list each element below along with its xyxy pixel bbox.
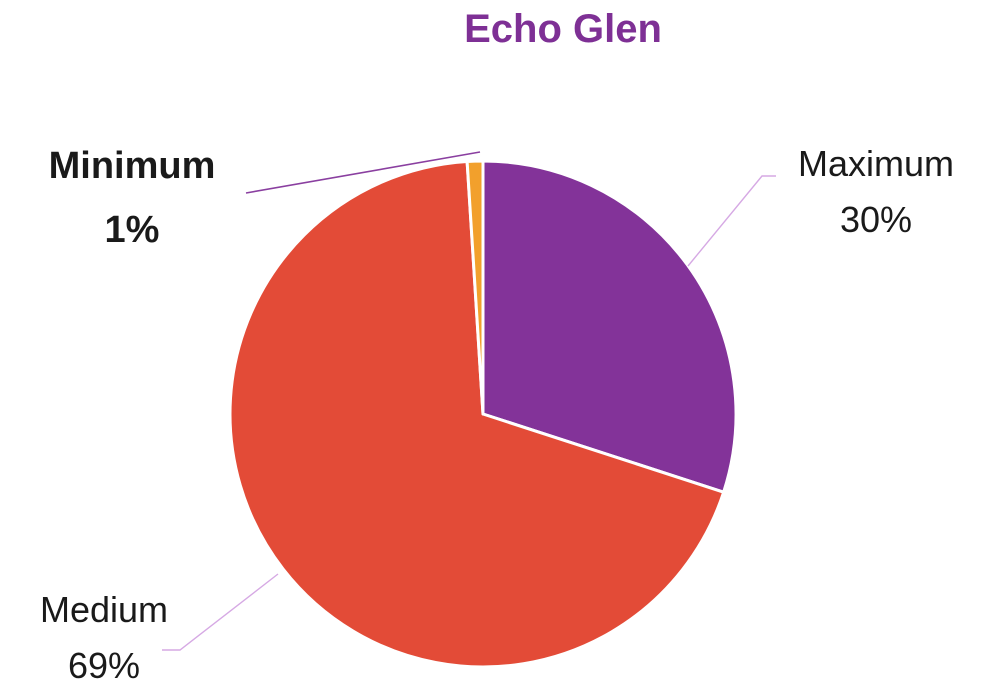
- pie-slice-minimum: [465, 159, 485, 416]
- leader-line-medium: [162, 573, 279, 651]
- leader-lines-layer: [162, 151, 776, 651]
- slices-layer: [228, 159, 738, 669]
- data-label-value-minimum: 1%: [105, 209, 160, 251]
- chart-title: Echo Glen: [464, 7, 662, 51]
- data-label-name-minimum: Minimum: [49, 145, 216, 187]
- data-label-name-maximum: Maximum: [798, 143, 954, 184]
- data-label-value-maximum: 30%: [840, 199, 912, 240]
- leader-line-maximum: [687, 175, 776, 267]
- leader-line-minimum: [245, 151, 481, 194]
- pie-slice-medium: [228, 159, 726, 669]
- data-label-value-medium: 69%: [68, 645, 140, 686]
- data-labels-layer: Maximum 30% Medium 69% Minimum 1%: [40, 143, 954, 686]
- data-label-name-medium: Medium: [40, 589, 168, 630]
